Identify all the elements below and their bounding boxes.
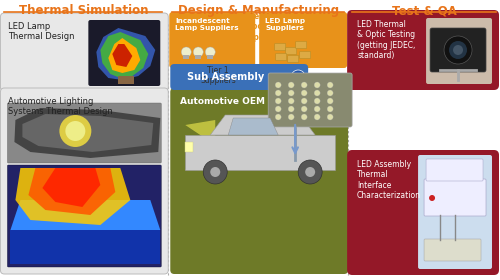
Circle shape — [301, 114, 307, 120]
Circle shape — [314, 82, 320, 88]
Circle shape — [298, 160, 322, 184]
Polygon shape — [14, 108, 160, 158]
Circle shape — [444, 36, 472, 64]
Text: LED Thermal
& Optic Testing
(getting JEDEC,
standard): LED Thermal & Optic Testing (getting JED… — [357, 20, 416, 60]
Bar — [186, 142, 194, 152]
FancyBboxPatch shape — [0, 13, 168, 91]
Polygon shape — [112, 44, 132, 67]
FancyBboxPatch shape — [88, 20, 160, 86]
FancyBboxPatch shape — [296, 41, 306, 48]
Text: Thermal Simulation: Thermal Simulation — [18, 4, 148, 17]
Circle shape — [60, 115, 92, 147]
FancyBboxPatch shape — [347, 10, 499, 90]
Circle shape — [301, 98, 307, 104]
Circle shape — [288, 82, 294, 88]
Text: LED Lamp
Thermal Design: LED Lamp Thermal Design — [8, 22, 75, 41]
Polygon shape — [210, 115, 315, 135]
Polygon shape — [186, 145, 215, 170]
Polygon shape — [28, 168, 116, 215]
FancyBboxPatch shape — [0, 88, 168, 274]
Text: Automotive OEM: Automotive OEM — [180, 97, 266, 106]
Circle shape — [288, 106, 294, 112]
FancyBboxPatch shape — [288, 55, 298, 62]
Polygon shape — [186, 135, 335, 170]
Polygon shape — [228, 118, 278, 135]
FancyBboxPatch shape — [170, 12, 255, 68]
Text: Test & QA: Test & QA — [392, 4, 456, 17]
Circle shape — [301, 106, 307, 112]
Circle shape — [327, 82, 333, 88]
FancyBboxPatch shape — [418, 155, 492, 269]
Text: Sub Assembly: Sub Assembly — [186, 72, 264, 82]
Polygon shape — [186, 120, 215, 145]
FancyBboxPatch shape — [300, 52, 310, 59]
FancyBboxPatch shape — [276, 53, 286, 60]
Circle shape — [314, 106, 320, 112]
Bar — [184, 55, 190, 59]
Circle shape — [327, 106, 333, 112]
Circle shape — [327, 90, 333, 96]
FancyBboxPatch shape — [170, 88, 348, 274]
Circle shape — [314, 98, 320, 104]
Circle shape — [182, 47, 192, 57]
Circle shape — [288, 114, 294, 120]
Circle shape — [314, 114, 320, 120]
Bar — [196, 55, 202, 59]
Text: Tier 2
Component
Suppliers: Tier 2 Component Suppliers — [234, 12, 283, 42]
Circle shape — [327, 98, 333, 104]
Circle shape — [210, 167, 220, 177]
FancyBboxPatch shape — [430, 28, 486, 72]
Circle shape — [194, 47, 203, 57]
Polygon shape — [108, 38, 140, 73]
Circle shape — [291, 70, 305, 84]
FancyBboxPatch shape — [8, 103, 162, 163]
FancyBboxPatch shape — [347, 150, 499, 275]
Circle shape — [301, 82, 307, 88]
FancyBboxPatch shape — [424, 179, 486, 216]
Circle shape — [288, 90, 294, 96]
Circle shape — [305, 167, 315, 177]
Polygon shape — [10, 230, 160, 264]
Text: Automotive Lighting
Systems Thermal Design: Automotive Lighting Systems Thermal Desi… — [8, 97, 113, 116]
Polygon shape — [42, 168, 100, 207]
Circle shape — [204, 160, 227, 184]
FancyBboxPatch shape — [170, 64, 308, 90]
Text: LED Assembly
Thermal
Interface
Characterization: LED Assembly Thermal Interface Character… — [357, 160, 421, 200]
Text: Tier 1
Suppliers: Tier 1 Suppliers — [200, 66, 236, 85]
Text: LED Lamp
Suppliers: LED Lamp Suppliers — [265, 18, 306, 31]
FancyBboxPatch shape — [268, 73, 352, 127]
FancyBboxPatch shape — [426, 159, 483, 181]
Polygon shape — [100, 32, 148, 78]
Text: Incandescent
Lamp Suppliers: Incandescent Lamp Suppliers — [176, 18, 239, 31]
Circle shape — [301, 90, 307, 96]
FancyBboxPatch shape — [274, 43, 285, 50]
Polygon shape — [16, 168, 130, 225]
Circle shape — [275, 98, 281, 104]
Polygon shape — [96, 28, 156, 80]
Text: Design & Manufacturing: Design & Manufacturing — [178, 4, 339, 17]
FancyBboxPatch shape — [286, 48, 296, 55]
Circle shape — [449, 41, 467, 59]
Circle shape — [327, 114, 333, 120]
Bar — [118, 76, 134, 84]
Circle shape — [429, 195, 435, 201]
Circle shape — [314, 90, 320, 96]
Circle shape — [206, 47, 215, 57]
FancyBboxPatch shape — [8, 165, 162, 267]
Polygon shape — [10, 200, 160, 230]
FancyBboxPatch shape — [259, 12, 347, 68]
Circle shape — [453, 45, 463, 55]
Circle shape — [66, 121, 86, 141]
Bar — [207, 55, 213, 59]
Circle shape — [275, 114, 281, 120]
Circle shape — [275, 82, 281, 88]
FancyBboxPatch shape — [426, 18, 492, 84]
FancyBboxPatch shape — [424, 239, 481, 261]
Circle shape — [288, 98, 294, 104]
Circle shape — [275, 90, 281, 96]
Polygon shape — [22, 114, 154, 152]
Circle shape — [275, 106, 281, 112]
